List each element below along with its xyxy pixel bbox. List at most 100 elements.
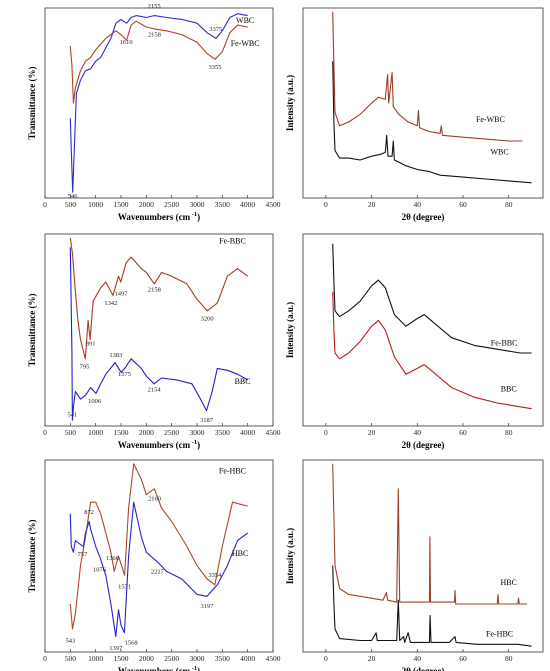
peak-label: 757 <box>78 551 89 558</box>
x-tick-label: 0 <box>324 428 328 437</box>
x-tick-label: 3000 <box>190 200 205 209</box>
x-axis-label: Wavenumbers (cm -1) <box>118 665 200 671</box>
peak-label: 3187 <box>200 417 214 424</box>
series-line-Fe-WBC <box>69 20 248 104</box>
chart-panel-ftir-wbc: 0 500 1000 1500 2000 2500 3000 3500 4000 4500 Wave… <box>27 3 281 222</box>
peak-label: 2155 <box>148 3 161 10</box>
x-axis-label: Wavenumbers (cm -1) <box>118 211 200 222</box>
x-axis-label: Wavenumbers (cm -1) <box>118 439 200 450</box>
x-tick-label: 0 <box>43 428 47 437</box>
peak-label: 1568 <box>125 639 138 646</box>
x-tick-label: 4500 <box>266 654 281 663</box>
x-tick-label: 20 <box>368 428 376 437</box>
peak-label: 1397 <box>109 645 123 652</box>
y-axis-label: Transmittance (%) <box>27 293 37 366</box>
x-tick-label: 4000 <box>240 654 255 663</box>
x-tick-label: 1000 <box>88 428 103 437</box>
peak-label: 3354 <box>208 572 222 579</box>
peak-label: 1383 <box>109 352 122 359</box>
x-tick-label: 3500 <box>215 654 230 663</box>
series-label-HBC: HBC <box>500 578 516 587</box>
x-tick-label: 3500 <box>215 200 230 209</box>
y-axis-label: Intensity (a.u.) <box>285 75 295 131</box>
peak-label: 1610 <box>120 39 133 46</box>
series-line-BBC <box>332 291 532 410</box>
x-tick-label: 500 <box>65 654 77 663</box>
peak-label: 1342 <box>104 300 117 307</box>
series-label-Fe-BBC: Fe-BBC <box>491 338 518 347</box>
x-tick-label: 1500 <box>114 200 129 209</box>
series-label-Fe-HBC: Fe-HBC <box>219 466 246 475</box>
plot-frame <box>44 7 274 199</box>
x-tick-label: 40 <box>414 200 422 209</box>
series-label-WBC: WBC <box>236 16 254 25</box>
peak-label: 1571 <box>118 584 131 591</box>
x-tick-label: 0 <box>43 654 47 663</box>
x-tick-label: 0 <box>324 200 328 209</box>
peak-label: 1366 <box>106 555 120 562</box>
peak-label: 3375 <box>209 26 222 33</box>
x-tick-label: 20 <box>368 654 376 663</box>
x-tick-label: 500 <box>65 200 77 209</box>
x-tick-label: 20 <box>368 200 376 209</box>
x-tick-label: 2000 <box>139 200 154 209</box>
x-tick-label: 40 <box>414 428 422 437</box>
x-axis-label: 2θ (degree) <box>402 212 445 222</box>
peak-label: 1497 <box>115 290 129 297</box>
series-label-BBC: BBC <box>235 377 251 386</box>
series-label-BBC: BBC <box>501 384 517 393</box>
plot-frame <box>44 459 274 653</box>
x-tick-label: 4500 <box>266 200 281 209</box>
peak-label: 546 <box>68 193 79 200</box>
peak-label: 543 <box>65 637 75 644</box>
series-line-WBC <box>69 13 248 193</box>
series-line-Fe-BBC <box>332 243 532 354</box>
series-label-Fe-WBC: Fe-WBC <box>231 39 260 48</box>
peak-label: 2158 <box>148 287 161 294</box>
series-line-Fe-BBC <box>69 237 249 360</box>
x-tick-label: 80 <box>505 428 513 437</box>
x-tick-label: 2000 <box>139 428 154 437</box>
plot-frame <box>44 233 274 427</box>
y-axis-label: Intensity (a.u.) <box>285 302 295 358</box>
series-line-WBC <box>332 61 532 184</box>
x-tick-label: 3000 <box>190 654 205 663</box>
plot-frame <box>302 459 544 653</box>
x-axis-label: 2θ (degree) <box>402 440 445 450</box>
x-tick-label: 80 <box>505 200 513 209</box>
peak-label: 1575 <box>118 371 131 378</box>
x-axis-label: 2θ (degree) <box>402 666 445 671</box>
chart-panel-xrd-wbc: 0 20 40 60 80 2θ (degree) Intensity (a.u.) Fe-W… <box>285 7 544 222</box>
peak-label: 2160 <box>148 495 161 502</box>
chart-panel-xrd-hbc: 0 20 40 60 80 2θ (degree) Intensity (a.u.) HBC F… <box>285 459 544 671</box>
x-tick-label: 3500 <box>215 428 230 437</box>
x-tick-label: 1000 <box>88 654 103 663</box>
series-line-Fe-WBC <box>332 11 523 142</box>
series-line-HBC <box>332 463 527 605</box>
x-tick-label: 2000 <box>139 654 154 663</box>
series-label-Fe-BBC: Fe-BBC <box>219 237 246 246</box>
series-line-BBC <box>69 247 248 421</box>
peak-label: 3197 <box>200 603 214 610</box>
peak-label: 872 <box>84 509 94 516</box>
y-axis-label: Transmittance (%) <box>27 519 37 592</box>
series-line-Fe-HBC <box>332 565 532 647</box>
x-tick-label: 1500 <box>114 654 129 663</box>
x-tick-label: 4000 <box>240 200 255 209</box>
y-axis-label: Transmittance (%) <box>27 66 37 139</box>
peak-label: 541 <box>68 411 78 418</box>
peak-label: 3200 <box>201 315 214 322</box>
x-tick-label: 4000 <box>240 428 255 437</box>
x-tick-label: 500 <box>65 428 77 437</box>
x-tick-label: 3000 <box>190 428 205 437</box>
x-tick-label: 1500 <box>114 428 129 437</box>
chart-panel-xrd-bbc: 0 20 40 60 80 2θ (degree) Intensity (a.u.) Fe-B… <box>285 233 544 450</box>
peak-label: 3355 <box>208 64 221 71</box>
peak-label: 891 <box>86 340 96 347</box>
plot-frame <box>302 233 544 427</box>
x-tick-label: 80 <box>505 654 513 663</box>
x-tick-label: 2500 <box>164 428 179 437</box>
peak-label: 2158 <box>148 32 161 39</box>
y-axis-label: Intensity (a.u.) <box>285 528 295 584</box>
